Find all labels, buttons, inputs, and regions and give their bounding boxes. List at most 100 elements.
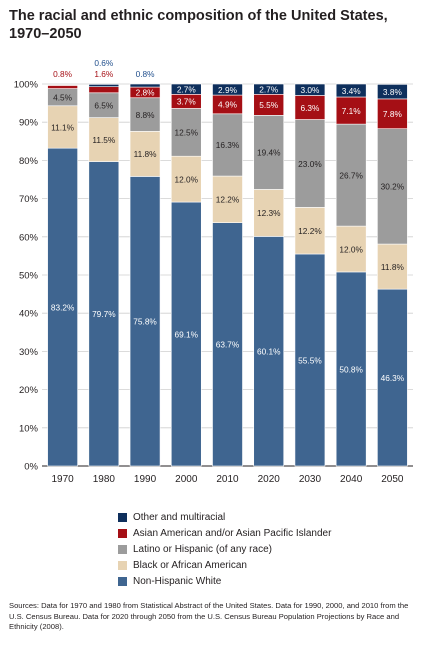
x-tick-label: 2020 [258,474,281,485]
data-label: 11.1% [51,122,75,132]
data-label: 50.8% [339,364,363,374]
bar-segment [170,108,202,157]
data-label: 1.6% [94,69,114,79]
data-label: 6.3% [300,103,320,113]
bar-segment [129,131,161,177]
data-label: 75.8% [133,317,157,327]
bar-segment [212,222,243,467]
data-label: 83.2% [51,302,75,312]
data-label: 0.8% [136,69,156,79]
data-label: 26.7% [339,170,363,180]
x-tick-label: 2000 [175,474,198,485]
data-label: 69.1% [175,329,199,339]
x-tick-label: 1990 [134,474,157,485]
bar-segment [88,84,120,87]
legend-label-other: Other and multiracial [133,511,226,523]
data-label: 2.7% [259,84,279,94]
data-label: 3.8% [383,87,403,97]
bar-segment [335,271,367,467]
bar-segment [129,83,161,88]
bar-segment [170,155,202,203]
bar-segment [47,105,78,149]
stacked-bar-chart: 0% 10% 20% 30% 40% 50% 60% 70% 80% 90% 100% 1970 198… [14,58,413,485]
legend-label-asian: Asian American and/or Asian Pacific Isla… [133,527,332,539]
legend-swatch-other [118,512,127,522]
data-label: 7.8% [383,109,403,119]
y-tick-label: 100% [14,80,39,91]
bar-segment [253,115,285,190]
bar-segment [294,253,326,467]
y-tick-label: 60% [19,232,39,243]
x-tick-label: 2030 [299,474,322,485]
data-label: 55.5% [298,355,322,365]
bar-segment [377,84,408,100]
legend-item-latino: Latino or Hispanic (of any race) [118,541,331,557]
data-label: 23.0% [298,159,322,169]
x-tick-label: 1970 [51,474,74,485]
bar-segment [47,147,78,467]
data-label: 3.0% [300,85,320,95]
y-tick-label: 70% [19,194,39,205]
bar-segment [335,83,367,98]
data-label: 4.9% [218,100,238,110]
x-tick-label: 1980 [93,474,116,485]
bar-segment [377,288,408,467]
bar-segment [170,201,202,467]
bar-segment [253,83,285,95]
bar-segment [377,98,408,129]
y-tick-label: 10% [19,423,39,434]
data-label: 2.9% [218,85,238,95]
data-label: 12.0% [175,174,199,184]
bar-segment [335,123,367,227]
bar-segment [129,176,161,467]
data-label: 6.5% [94,101,114,111]
legend-label-latino: Latino or Hispanic (of any race) [133,543,272,555]
bar-segment [88,161,120,467]
data-label: 12.3% [257,208,281,218]
bar-segment [294,207,326,255]
data-label: 7.1% [342,106,362,116]
data-label: 12.2% [298,226,322,236]
data-label: 0.6% [94,58,114,68]
data-label: 11.8% [381,262,405,272]
legend-label-white: Non-Hispanic White [133,575,222,587]
y-tick-label: 40% [19,309,39,320]
bar-segment [253,236,285,467]
bar-segment [129,97,161,132]
data-label: 3.7% [177,97,197,107]
bar-segment [377,243,408,290]
data-label: 30.2% [381,182,405,192]
bar-segment [294,83,326,96]
legend-label-black: Black or African American [133,559,247,571]
x-tick-label: 2010 [216,474,239,485]
bar-segment [212,175,243,223]
legend-swatch-black [118,560,127,570]
data-label: 0.8% [53,69,73,79]
source-note: Sources: Data for 1970 and 1980 from Sta… [9,601,409,631]
data-label: 19.4% [257,148,281,158]
bar-segment [212,113,243,177]
data-label: 4.5% [53,92,73,102]
x-tick-label: 2040 [340,474,363,485]
data-label: 60.1% [257,347,281,357]
data-label: 63.7% [216,340,240,350]
y-tick-label: 20% [19,385,39,396]
data-label: 11.5% [92,135,116,145]
data-label: 12.5% [175,128,199,138]
data-label: 11.8% [134,149,158,159]
legend-item-other: Other and multiracial [118,509,331,525]
legend-swatch-asian [118,528,127,538]
legend-swatch-latino [118,544,127,554]
data-label: 2.8% [136,88,156,98]
bar-segment [88,86,120,94]
y-tick-label: 0% [24,462,38,473]
x-tick-label: 2050 [381,474,404,485]
y-tick-label: 80% [19,156,39,167]
y-tick-label: 30% [19,347,39,358]
data-label: 79.7% [92,309,116,319]
bar-segment [88,92,120,118]
legend-item-white: Non-Hispanic White [118,573,331,589]
y-tick-label: 90% [19,118,39,129]
y-tick-label: 50% [19,271,39,282]
data-label: 2.7% [177,84,197,94]
